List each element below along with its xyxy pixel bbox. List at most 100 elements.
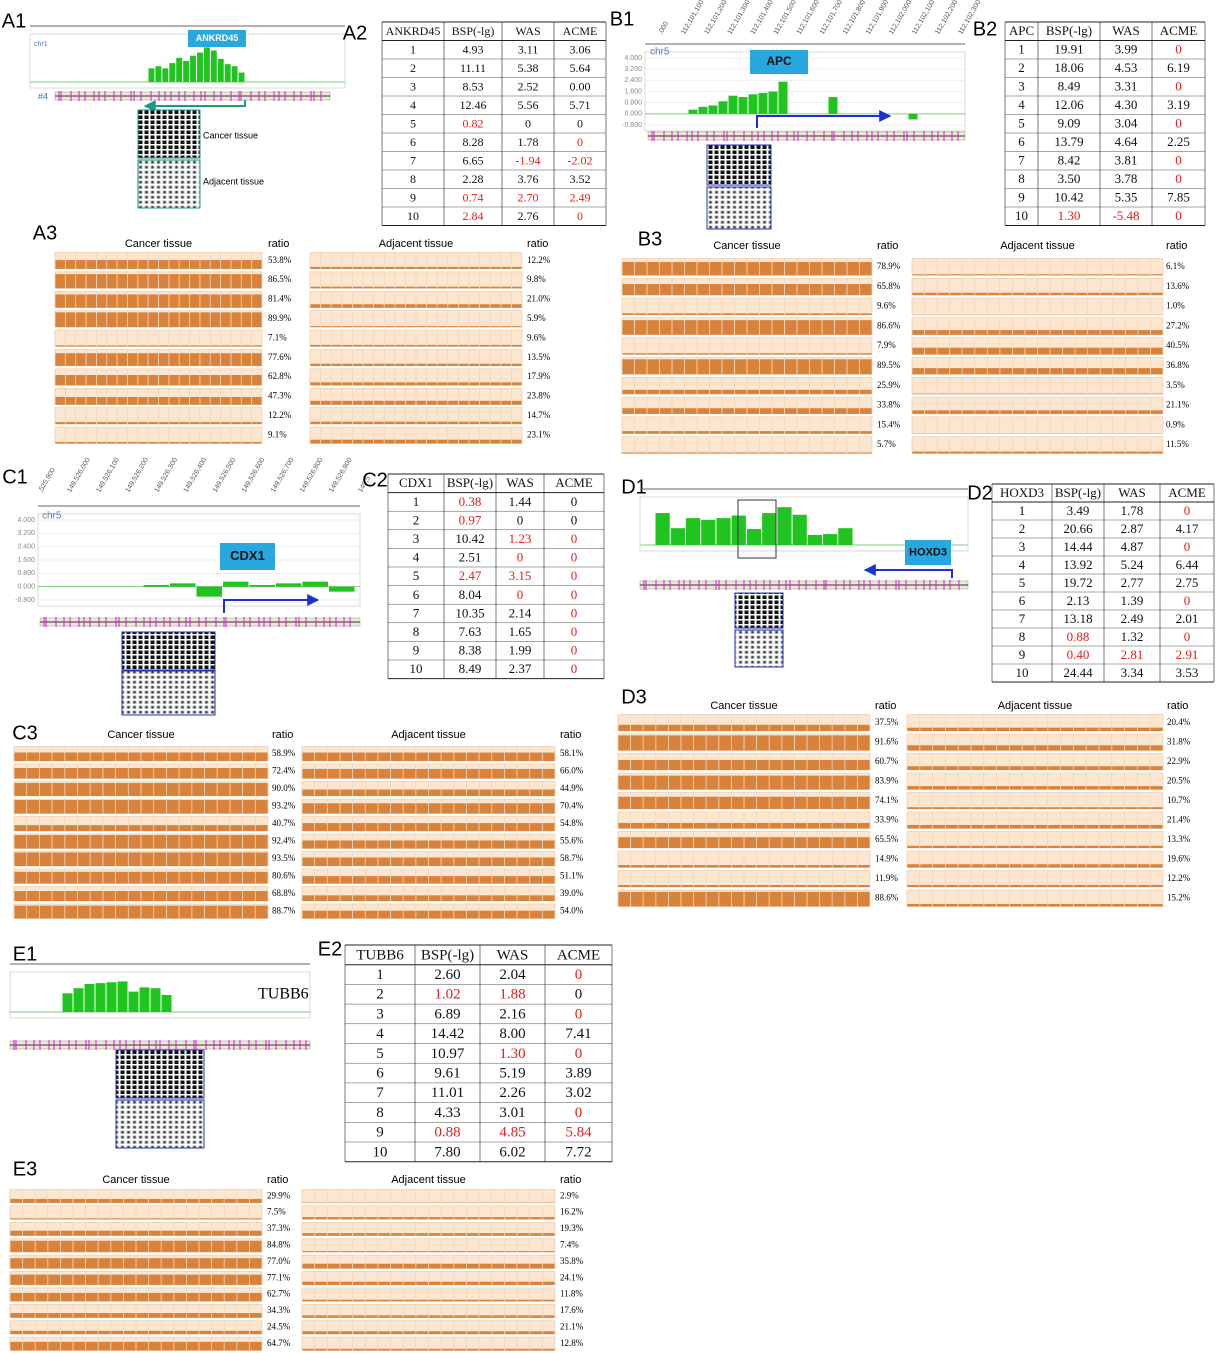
ratio-bar [384, 400, 395, 405]
ratio-bar [405, 382, 416, 386]
ratio-bar [722, 313, 735, 315]
ratio-bar [365, 1315, 378, 1318]
ratio-bar [647, 408, 660, 414]
ratio-bar [807, 885, 820, 887]
ratio-bar [39, 752, 52, 761]
ratio-label: 92.4% [272, 835, 296, 845]
ratio-bar [681, 837, 694, 848]
ratio-bar [103, 799, 116, 814]
table-cell: 0 [517, 587, 524, 602]
signal-bar [170, 583, 196, 587]
ratio-bar [933, 807, 945, 809]
ratio-bar [501, 439, 511, 444]
ratio-bar [709, 359, 722, 375]
ratio-bar [179, 353, 190, 366]
ratio-bar [782, 759, 794, 770]
ratio-bar [668, 796, 681, 809]
table-cell: 6.02 [499, 1144, 525, 1160]
ratio-bar [971, 807, 984, 809]
ratio-bar [374, 286, 384, 289]
ratio-bar [1099, 845, 1112, 848]
ratio-bar [107, 422, 117, 425]
ratio-bar [782, 885, 794, 887]
ratio-bar [847, 262, 860, 276]
table-cell: 3.34 [1121, 665, 1144, 680]
ratio-bar [90, 891, 103, 901]
ratio-bar [631, 735, 643, 751]
ratio-bar [136, 1258, 149, 1269]
ratio-bar [76, 345, 86, 347]
ratio-bar [504, 768, 517, 779]
ratio-bar [210, 375, 221, 386]
ratio-bar [857, 735, 870, 751]
ratio-bar [530, 895, 542, 901]
table-cell: 0.74 [463, 190, 484, 204]
ratio-bar [975, 330, 987, 335]
ratio-bar [96, 375, 107, 386]
ratio-bar [55, 274, 65, 289]
ratio-bar [107, 294, 117, 308]
signal-bar [828, 97, 838, 114]
ratio-bar [1073, 786, 1086, 790]
ratio-bar [466, 1299, 479, 1302]
panel-label: A3 [33, 222, 57, 244]
ratio-bar [479, 752, 492, 761]
ratio-bar [221, 312, 231, 328]
ratio-bar [448, 286, 458, 289]
ratio-bar [427, 400, 437, 405]
ratio-bar [466, 857, 479, 866]
ratio-bar [832, 759, 845, 770]
ratio-bar [327, 1233, 340, 1236]
ratio-bar [353, 1299, 365, 1302]
table-cell: 3.99 [1115, 42, 1138, 57]
ratio-label: 11.9% [875, 873, 898, 883]
ratio-bar [127, 422, 138, 425]
ratio-bar [697, 431, 710, 434]
ratio-bar [340, 1331, 353, 1335]
ratio-bar [315, 1217, 327, 1220]
ratio-bar [987, 410, 1000, 414]
ratio-bar [1012, 393, 1025, 395]
ratio-bar [1050, 393, 1063, 395]
ratio-label: 88.7% [272, 905, 296, 915]
ratio-bar [428, 895, 441, 901]
ratio-bar [390, 1331, 403, 1335]
ratio-bar [127, 274, 138, 289]
ratio-bar [1099, 864, 1112, 868]
tss-arrow [223, 594, 320, 613]
ratio-bar [504, 840, 517, 849]
ratio-bar [492, 1331, 504, 1335]
ratio-bar [668, 885, 681, 887]
ratio-bar [1022, 766, 1035, 770]
table-cell: 12.06 [1054, 97, 1084, 112]
ratio-bar [542, 1331, 555, 1335]
ratio-bar [189, 312, 200, 328]
table-cell: 0 [577, 135, 583, 149]
ratio-bar [933, 884, 945, 887]
ratio-bar [731, 735, 744, 751]
ratio-bar [694, 885, 706, 887]
panel-label: C2 [362, 469, 388, 491]
ratio-bar [241, 345, 252, 347]
ratio-bar [123, 1198, 136, 1203]
ratio-bar [542, 1281, 555, 1285]
ratio-bar [734, 353, 747, 355]
ratio-bar [1137, 766, 1150, 770]
ratio-bar [517, 1348, 530, 1351]
ratio-bar [631, 837, 643, 848]
ratio-bar [971, 745, 984, 751]
ratio-bar [479, 789, 492, 796]
ratio-bar [530, 1281, 542, 1285]
ratio-bar [847, 320, 860, 335]
signal-bar [224, 64, 231, 82]
ratio-bar [416, 768, 429, 779]
track-marker: #4 [38, 91, 48, 101]
ratio-bar [668, 891, 681, 907]
table-cell: 2.25 [1167, 134, 1190, 149]
ratio-bar [466, 1233, 479, 1236]
table-cell: 0 [575, 987, 583, 1003]
ratio-bar [390, 1299, 403, 1302]
ratio-bar [416, 910, 429, 919]
ratio-label: 58.9% [272, 748, 296, 758]
ratio-bar [166, 768, 179, 779]
